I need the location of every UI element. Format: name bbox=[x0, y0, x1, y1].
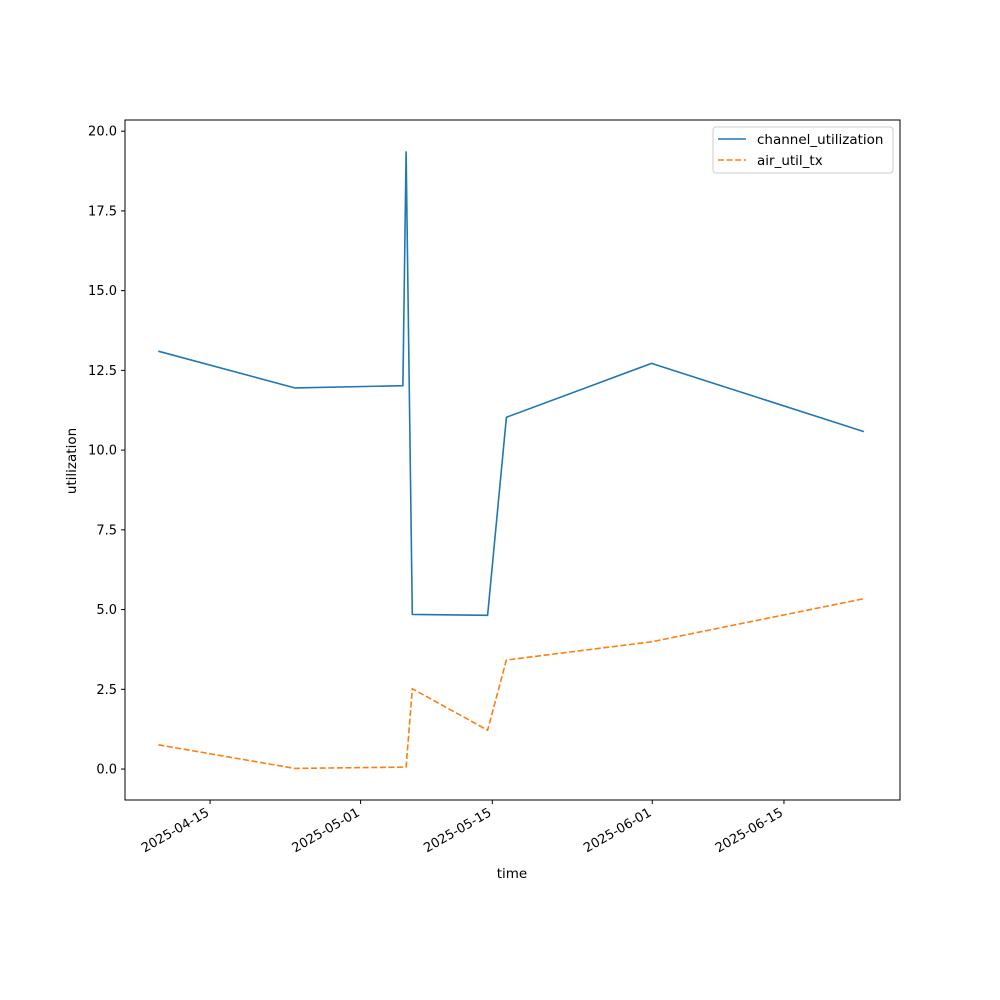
legend: channel_utilization air_util_tx bbox=[712, 126, 894, 174]
y-tick-label: 7.5 bbox=[96, 523, 117, 538]
series-lines bbox=[158, 151, 865, 770]
y-tick-label: 20.0 bbox=[88, 125, 117, 140]
plot-frame bbox=[124, 119, 901, 801]
series-line-channel_utilization bbox=[158, 151, 865, 617]
legend-label-channel_utilization: channel_utilization bbox=[757, 132, 884, 148]
y-tick-label: 15.0 bbox=[88, 284, 117, 299]
series-line-air_util_tx bbox=[158, 597, 865, 770]
y-tick-label: 2.5 bbox=[96, 683, 117, 698]
y-tick-label: 17.5 bbox=[88, 204, 117, 219]
y-tick-label: 0.0 bbox=[96, 763, 117, 778]
legend-box bbox=[712, 126, 894, 174]
legend-label-air_util_tx: air_util_tx bbox=[757, 153, 823, 169]
y-axis: 0.0 2.5 5.0 7.5 10.0 12.5 15.0 17.5 20.0 bbox=[88, 125, 125, 778]
y-tick-label: 12.5 bbox=[88, 364, 117, 379]
y-axis-label: utilization bbox=[64, 428, 80, 494]
y-tick-label: 10.0 bbox=[88, 444, 117, 459]
x-axis-label: time bbox=[497, 866, 528, 882]
y-tick-label: 5.0 bbox=[96, 603, 117, 618]
